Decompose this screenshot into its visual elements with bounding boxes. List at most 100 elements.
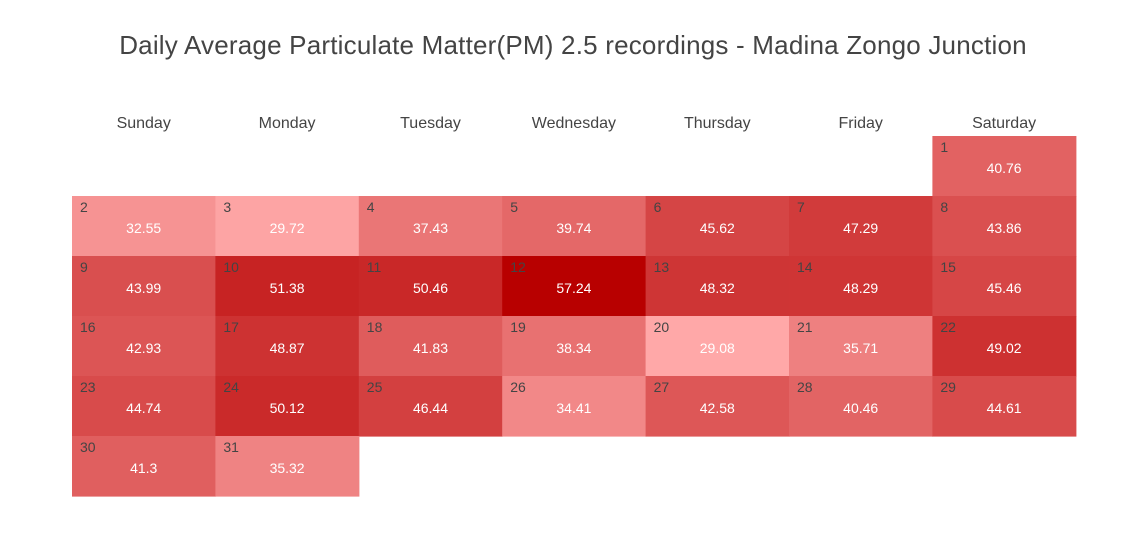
calendar-day-cell: 16 42.93 [72, 316, 216, 377]
weekday-header: Sunday Monday Tuesday Wednesday Thursday Frid… [117, 115, 1037, 132]
value-label: 48.32 [700, 280, 735, 296]
day-number: 2 [80, 199, 88, 215]
calendar-day-cell: 645.62 [645, 196, 790, 257]
calendar-day-cell: 24 50.12 [215, 376, 360, 437]
day-number: 11 [367, 259, 382, 275]
value-label: 43.86 [987, 220, 1022, 236]
value-label: 48.87 [270, 340, 305, 356]
weekday-label: Friday [838, 115, 882, 132]
value-label: 50.12 [270, 400, 305, 416]
value-label: 37.43 [413, 220, 448, 236]
calendar-day-cell: 539.74 [502, 196, 647, 257]
day-number: 16 [80, 319, 96, 335]
day-number: 29 [940, 379, 956, 395]
value-label: 45.46 [987, 280, 1022, 296]
value-label: 44.61 [987, 400, 1022, 416]
heat-cell [932, 196, 1077, 257]
day-number: 3 [223, 199, 231, 215]
value-label: 57.24 [556, 280, 591, 296]
heat-cell [72, 436, 216, 497]
weekday-label: Saturday [972, 115, 1036, 132]
value-label: 40.76 [987, 160, 1022, 176]
calendar-day-cell: 28 40.46 [789, 376, 933, 437]
value-label: 41.83 [413, 340, 448, 356]
day-number: 10 [223, 259, 239, 275]
heat-cell [502, 196, 647, 257]
value-label: 42.93 [126, 340, 161, 356]
value-label: 51.38 [270, 280, 305, 296]
value-label: 45.62 [700, 220, 735, 236]
value-label: 50.46 [413, 280, 448, 296]
calendar-day-cell: 25 46.44 [358, 376, 503, 437]
day-number: 21 [797, 319, 813, 335]
day-number: 8 [940, 199, 948, 215]
heat-cell [502, 376, 647, 437]
heat-cell [215, 436, 360, 497]
heat-cell [789, 316, 933, 377]
calendar-day-cell: 13 48.32 [645, 256, 790, 317]
day-number: 18 [367, 319, 383, 335]
value-label: 39.74 [556, 220, 591, 236]
heat-cell [72, 316, 216, 377]
day-number: 9 [80, 259, 88, 275]
day-number: 15 [940, 259, 956, 275]
heat-cell [72, 376, 216, 437]
value-label: 46.44 [413, 400, 448, 416]
day-number: 4 [367, 199, 375, 215]
day-number: 13 [654, 259, 670, 275]
heat-cell [932, 256, 1077, 317]
value-label: 42.58 [700, 400, 735, 416]
weekday-label: Monday [259, 115, 316, 132]
calendar-day-cell: 29 44.61 [932, 376, 1077, 437]
day-number: 24 [223, 379, 239, 395]
calendar-day-cell: 10 51.38 [215, 256, 360, 317]
calendar-day-cell: 21 35.71 [789, 316, 933, 377]
calendar-day-cell: 22 49.02 [932, 316, 1077, 377]
calendar-day-cell: 19 38.34 [502, 316, 647, 377]
value-label: 29.08 [700, 340, 735, 356]
value-label: 35.32 [270, 460, 305, 476]
day-number: 7 [797, 199, 805, 215]
calendar-day-cell: 232.55 [72, 196, 216, 257]
heat-cell [72, 196, 216, 257]
calendar-day-cell: 843.86 [932, 196, 1077, 257]
value-label: 47.29 [843, 220, 878, 236]
calendar-day-cell: 23 44.74 [72, 376, 216, 437]
calendar-day-cell: 17 48.87 [215, 316, 360, 377]
value-label: 40.46 [843, 400, 878, 416]
calendar-day-cell: 30 41.3 [72, 436, 216, 497]
heat-cell [932, 376, 1077, 437]
weekday-label: Sunday [117, 115, 171, 132]
day-number: 28 [797, 379, 813, 395]
calendar-day-cell: 943.99 [72, 256, 216, 317]
heat-cell [789, 196, 933, 257]
calendar-day-cell: 18 41.83 [358, 316, 503, 377]
calendar-day-cell: 11 50.46 [358, 256, 503, 317]
heat-cell [932, 136, 1077, 197]
heat-cell [645, 316, 790, 377]
calendar-day-cell: 437.43 [358, 196, 503, 257]
heat-cell [215, 316, 360, 377]
value-label: 38.34 [556, 340, 591, 356]
heat-cell [502, 316, 647, 377]
day-number: 23 [80, 379, 96, 395]
heat-cell [215, 256, 360, 317]
heat-cell [358, 316, 503, 377]
value-label: 35.71 [843, 340, 878, 356]
heat-cell [645, 196, 790, 257]
calendar-day-cell: 747.29 [789, 196, 933, 257]
heat-cell [358, 196, 503, 257]
day-number: 17 [223, 319, 239, 335]
day-number: 12 [510, 259, 526, 275]
chart-title: Daily Average Particulate Matter(PM) 2.5… [119, 30, 1027, 60]
day-number: 5 [510, 199, 518, 215]
day-number: 27 [654, 379, 670, 395]
day-number: 25 [367, 379, 383, 395]
weekday-label: Tuesday [400, 115, 461, 132]
calendar-day-cell: 15 45.46 [932, 256, 1077, 317]
day-number: 22 [940, 319, 956, 335]
value-label: 34.41 [556, 400, 591, 416]
value-label: 43.99 [126, 280, 161, 296]
heat-cell [358, 376, 503, 437]
